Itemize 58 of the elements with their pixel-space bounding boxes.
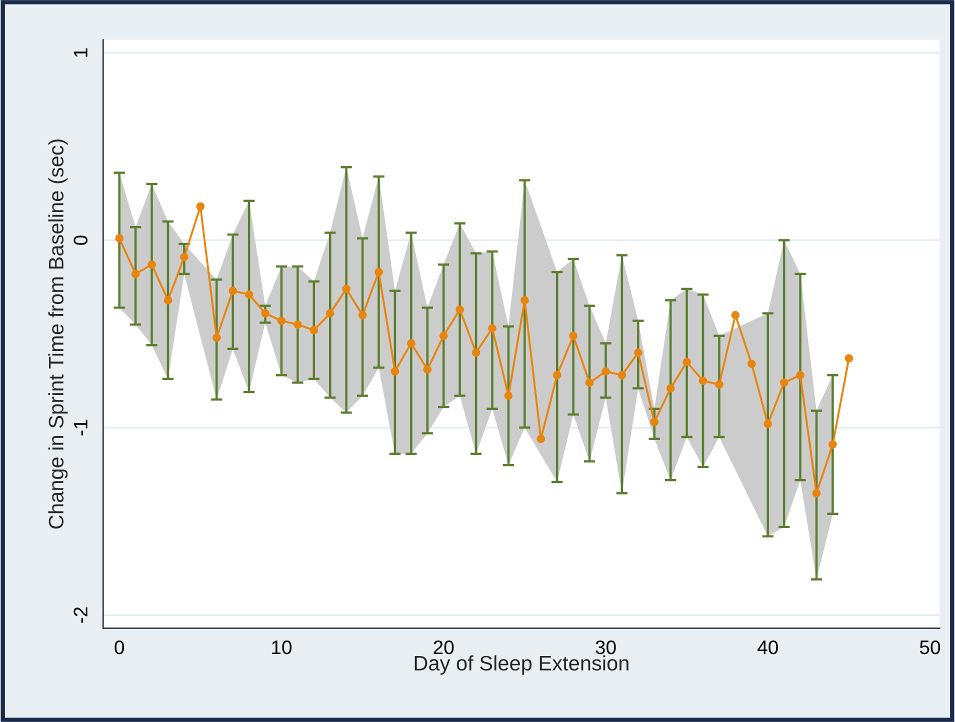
point [196, 202, 205, 211]
x-tick-label: 50 [920, 640, 940, 654]
point [747, 360, 756, 368]
y-tick-label: -2 [74, 607, 88, 623]
x-axis-title: Day of Sleep Extension [414, 655, 628, 675]
point [796, 370, 804, 380]
x-tick-label: 20 [434, 640, 454, 654]
x-tick-label: 10 [272, 640, 292, 654]
point [374, 268, 383, 276]
point [148, 260, 156, 269]
y-tick-label: 0 [74, 236, 88, 245]
point [228, 286, 238, 295]
point [504, 392, 513, 400]
point [828, 440, 837, 449]
y-tick-label: -1 [74, 420, 88, 436]
point [326, 309, 334, 318]
point [358, 311, 367, 320]
x-tick-label: 30 [596, 640, 616, 654]
point [244, 290, 254, 299]
point [456, 305, 464, 314]
point [423, 365, 432, 374]
point [602, 367, 610, 376]
point [407, 339, 416, 348]
point [536, 434, 546, 444]
point [552, 370, 562, 380]
point [634, 348, 642, 357]
y-tick-label: 1 [74, 48, 88, 57]
point [115, 234, 124, 243]
point [715, 380, 724, 389]
x-tick-label: 0 [114, 640, 124, 654]
point [812, 489, 821, 498]
point [294, 320, 302, 329]
point [585, 378, 594, 387]
point [618, 370, 626, 380]
point [472, 348, 480, 357]
point [439, 332, 448, 340]
point [731, 311, 740, 320]
y-axis-title: Change in Sprint Time from Baseline (sec) [48, 140, 68, 529]
point [342, 284, 350, 294]
point [180, 252, 188, 262]
point [212, 334, 221, 342]
point [844, 354, 854, 362]
point [698, 376, 708, 385]
point [520, 296, 529, 304]
point [131, 270, 140, 278]
point [310, 326, 318, 334]
point [569, 332, 578, 340]
point [780, 378, 788, 387]
point [164, 296, 172, 304]
point [277, 316, 286, 325]
x-tick-label: 40 [758, 640, 778, 654]
point [650, 418, 659, 426]
point [764, 420, 772, 428]
point [488, 324, 496, 332]
point [682, 358, 691, 366]
point [261, 309, 270, 318]
point [390, 367, 400, 376]
point [666, 384, 675, 392]
